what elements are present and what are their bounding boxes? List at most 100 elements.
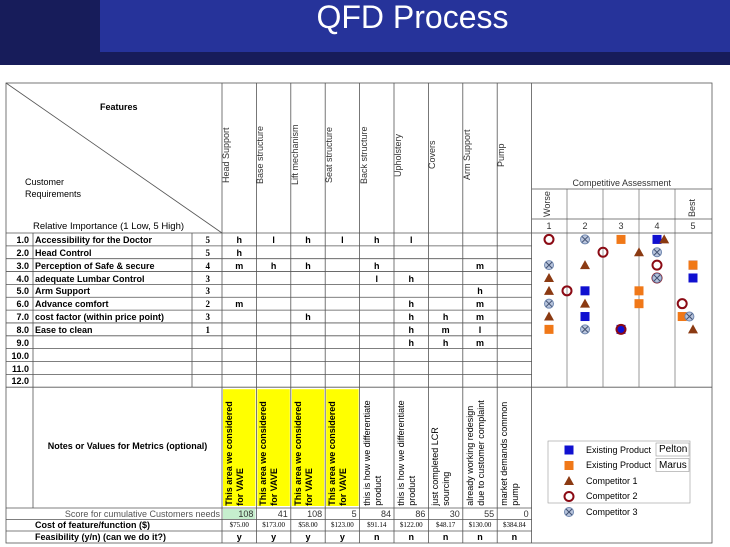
- relationship: l: [375, 273, 379, 284]
- rating-marker: [543, 233, 555, 245]
- requirement: Arm Support: [35, 286, 90, 297]
- cross-glyph: [581, 236, 589, 243]
- row-number: 4.0: [16, 273, 29, 284]
- rating-marker: [580, 312, 590, 322]
- legend-marker: [564, 461, 574, 470]
- importance-label: Relative Importance (1 Low, 5 High): [33, 221, 185, 232]
- cross-glyph: [545, 261, 553, 269]
- features-label: Features: [100, 102, 138, 112]
- relationship: h: [305, 260, 311, 271]
- rating-marker: [688, 273, 698, 283]
- relationship: h: [305, 312, 311, 323]
- importance: 4: [205, 260, 211, 271]
- feasibility: y: [305, 532, 311, 542]
- relationship: h: [442, 337, 449, 348]
- row-number: 1.0: [16, 235, 29, 245]
- row-number: 11.0: [11, 363, 29, 374]
- header-left: [0, 0, 100, 65]
- rating-marker: [580, 298, 590, 308]
- cross-glyph: [581, 326, 589, 333]
- feature-header: Base structure: [255, 125, 266, 185]
- relationship: h: [374, 260, 380, 271]
- row-number: 7.0: [16, 312, 29, 323]
- relationship: h: [408, 312, 414, 323]
- importance: 1: [205, 324, 211, 335]
- score-label: Score for cumulative Customers needs: [64, 508, 220, 519]
- note: market demands common pump: [499, 401, 521, 506]
- feasibility: n: [511, 532, 518, 542]
- feature-header: Lift mechanism: [289, 124, 300, 186]
- note: This area we considered for VAVE: [224, 401, 245, 506]
- score: 30: [449, 508, 460, 519]
- relationship: l: [409, 235, 413, 245]
- legend-label: Existing Product: [586, 460, 652, 470]
- cost: $173.00: [262, 521, 285, 529]
- cost: $75.00: [229, 521, 249, 529]
- legend-variant-box: [655, 442, 690, 457]
- rating-marker: [580, 286, 590, 296]
- cost: $122.00: [399, 521, 423, 529]
- relationship: h: [236, 235, 242, 245]
- row-number: 8.0: [16, 324, 29, 335]
- note: This area we considered for VAVE: [292, 401, 314, 506]
- relationship: m: [441, 324, 450, 335]
- row-number: 9.0: [16, 337, 29, 348]
- requirement: cost factor (within price point): [35, 312, 165, 323]
- rating-marker: [688, 324, 698, 334]
- importance: 3: [205, 286, 211, 297]
- rating-marker: [616, 234, 626, 244]
- assessment-tick: 5: [690, 221, 696, 231]
- legend-marker: [564, 476, 574, 485]
- feature-header: Head Support: [221, 127, 231, 183]
- rating-marker: [561, 285, 573, 297]
- feature-header: Seat structure: [324, 126, 335, 184]
- feature-header: Back structure: [358, 126, 369, 184]
- rating-marker: [659, 234, 670, 244]
- rating-marker: [634, 247, 644, 257]
- feature-header: Pump: [496, 143, 507, 167]
- row-number: 5.0: [16, 286, 29, 297]
- score: 108: [238, 508, 254, 519]
- relationship: h: [408, 299, 414, 310]
- rating-marker: [597, 246, 609, 258]
- relationship: m: [235, 260, 244, 271]
- relationship: h: [374, 235, 380, 245]
- notes-label: Notes or Values for Metrics (optional): [47, 441, 208, 451]
- importance: 3: [205, 312, 211, 323]
- legend-label: Competitor 2: [586, 491, 638, 501]
- requirement: Advance comfort: [35, 299, 109, 310]
- relationship: l: [478, 324, 482, 335]
- assessment-title: Competitive Assessment: [572, 178, 672, 188]
- legend-variant: Marus: [659, 459, 687, 471]
- cost: $48.17: [435, 521, 456, 529]
- assessment-tick: 2: [582, 221, 588, 231]
- importance: 5: [205, 235, 211, 245]
- assessment-tick: 4: [654, 221, 660, 231]
- relationship: h: [477, 286, 483, 297]
- score: 84: [380, 508, 391, 519]
- legend-label: Existing Product: [586, 444, 652, 455]
- feasibility: y: [271, 532, 277, 542]
- table-line: [5, 82, 223, 234]
- requirements-label: Customer Requirements: [25, 177, 82, 199]
- rating-marker: [580, 260, 590, 270]
- rating-marker: [615, 323, 627, 335]
- legend-variant-box: [655, 458, 690, 472]
- rating-marker: [688, 260, 698, 270]
- rating-marker: [544, 324, 554, 334]
- relationship: m: [475, 299, 484, 310]
- cost: $123.00: [331, 521, 354, 529]
- row-number: 6.0: [16, 299, 29, 310]
- legend-variant: Pelton: [659, 444, 688, 455]
- relationship: h: [408, 337, 414, 348]
- cost-label: Cost of feature/function ($): [35, 520, 150, 530]
- score-highlight: [223, 509, 256, 519]
- note: just completed LCR sourcing: [430, 427, 452, 506]
- rating-marker: [634, 299, 644, 309]
- title: QFD Process: [316, 0, 509, 35]
- rating-marker: [616, 324, 626, 334]
- legend-marker: [563, 491, 575, 502]
- rating-marker: [544, 272, 554, 282]
